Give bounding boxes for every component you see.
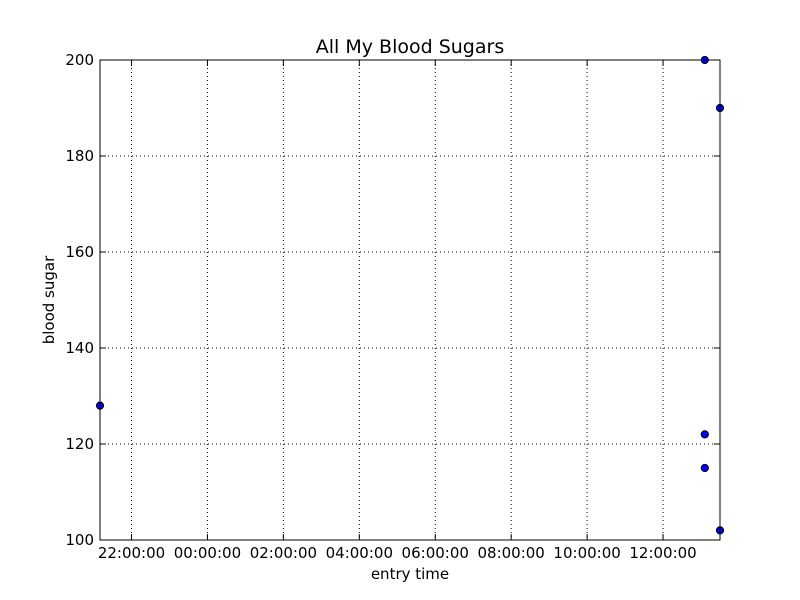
- y-axis-label: blood sugar: [40, 255, 58, 344]
- x-tick-label: 06:00:00: [402, 544, 469, 562]
- y-tick-label: 100: [65, 531, 94, 549]
- x-tick-label: 10:00:00: [553, 544, 620, 562]
- x-tick-label: 02:00:00: [250, 544, 317, 562]
- y-tick-label: 140: [65, 339, 94, 357]
- data-point: [700, 430, 709, 439]
- x-tick-label: 12:00:00: [629, 544, 696, 562]
- data-point: [700, 463, 709, 473]
- x-axis-label: entry time: [371, 565, 449, 583]
- x-tick-label: 22:00:00: [98, 544, 165, 562]
- x-tick-label: 08:00:00: [477, 544, 544, 562]
- data-points: [95, 55, 725, 535]
- grid: [100, 60, 720, 540]
- y-tick-label: 160: [65, 243, 94, 261]
- y-tick-label: 120: [65, 435, 94, 453]
- plot-frame: [99, 59, 721, 541]
- chart-title: All My Blood Sugars: [316, 36, 504, 58]
- y-tick-label: 200: [65, 51, 94, 69]
- y-tick-label: 180: [65, 147, 94, 165]
- x-tick-label: 00:00:00: [174, 544, 241, 562]
- x-tick-label: 04:00:00: [326, 544, 393, 562]
- ticks: 100 120 140 160 180 200 22:00:00 00:00:00 02:00:…: [65, 51, 720, 562]
